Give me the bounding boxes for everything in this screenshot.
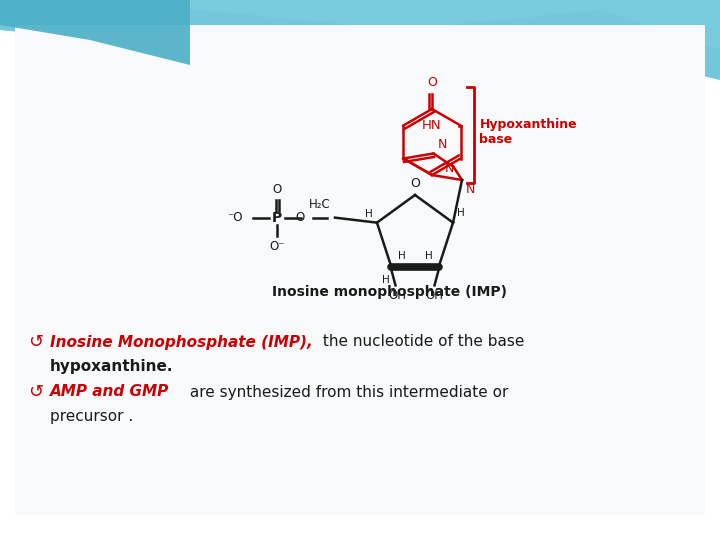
Polygon shape <box>0 0 720 80</box>
Text: O: O <box>273 183 282 195</box>
Polygon shape <box>0 0 190 65</box>
Polygon shape <box>15 25 705 515</box>
Text: H: H <box>365 208 373 219</box>
Polygon shape <box>0 0 720 50</box>
Text: N: N <box>438 138 447 151</box>
Text: hypoxanthine.: hypoxanthine. <box>50 359 174 374</box>
Text: P: P <box>272 211 282 225</box>
Text: Inosine monophosphate (IMP): Inosine monophosphate (IMP) <box>272 285 508 299</box>
Text: O: O <box>427 76 437 89</box>
Text: O⁻: O⁻ <box>269 240 284 253</box>
Text: ⁻O: ⁻O <box>228 211 243 224</box>
Text: OH: OH <box>389 289 407 302</box>
Text: H₂C: H₂C <box>309 198 331 211</box>
Text: ↺: ↺ <box>28 383 43 401</box>
Text: N: N <box>466 183 475 196</box>
Text: H: H <box>382 275 390 285</box>
Text: the nucleotide of the base: the nucleotide of the base <box>318 334 524 349</box>
Text: H: H <box>425 251 433 261</box>
Text: Inosine Monophosphate (IMP),: Inosine Monophosphate (IMP), <box>50 334 312 349</box>
Text: OH: OH <box>426 289 444 302</box>
Text: H: H <box>457 208 465 218</box>
Text: Hypoxanthine
base: Hypoxanthine base <box>480 118 577 146</box>
Text: HN: HN <box>422 119 441 132</box>
Text: AMP and GMP: AMP and GMP <box>50 384 169 400</box>
Text: are synthesized from this intermediate or: are synthesized from this intermediate o… <box>185 384 508 400</box>
Text: O: O <box>410 177 420 190</box>
Text: ↺: ↺ <box>28 333 43 351</box>
Text: O: O <box>296 211 305 224</box>
Text: precursor .: precursor . <box>50 408 133 423</box>
Text: N: N <box>445 161 454 174</box>
Text: H: H <box>397 251 405 261</box>
